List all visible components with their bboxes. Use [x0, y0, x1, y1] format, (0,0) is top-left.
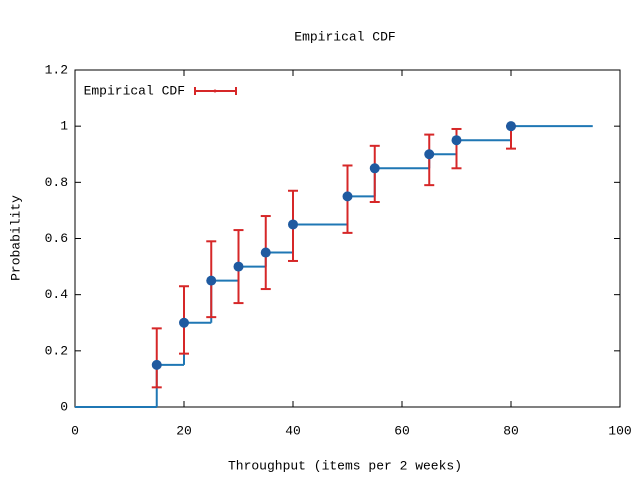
point: [179, 317, 189, 328]
y-tick-label: 0.4: [45, 287, 69, 302]
legend-symbol: [213, 89, 217, 93]
point: [451, 135, 462, 146]
x-axis-label: Throughput (items per 2 weeks): [228, 458, 462, 473]
point: [369, 163, 380, 174]
y-tick-label: 0.2: [45, 343, 68, 358]
point: [342, 191, 353, 202]
x-tick-label: 0: [71, 423, 79, 438]
y-tick-label: 0.6: [45, 231, 68, 246]
x-tick-label: 100: [608, 423, 631, 438]
point: [288, 219, 298, 230]
x-tick-label: 80: [503, 423, 519, 438]
x-tick-label: 20: [176, 423, 192, 438]
x-tick-label: 40: [285, 423, 301, 438]
point: [233, 261, 244, 272]
point: [424, 149, 435, 160]
legend-label: Empirical CDF: [84, 83, 185, 98]
point: [151, 359, 162, 370]
chart-title: Empirical CDF: [294, 29, 395, 44]
y-tick-label: 0.8: [45, 175, 68, 190]
point: [506, 121, 516, 132]
y-tick-label: 1: [60, 119, 68, 134]
y-tick-label: 1.2: [45, 62, 68, 77]
y-tick-label: 0: [60, 399, 68, 414]
y-axis-label: Probability: [8, 195, 23, 281]
point: [206, 275, 217, 286]
point: [260, 247, 271, 258]
x-tick-label: 60: [394, 423, 410, 438]
